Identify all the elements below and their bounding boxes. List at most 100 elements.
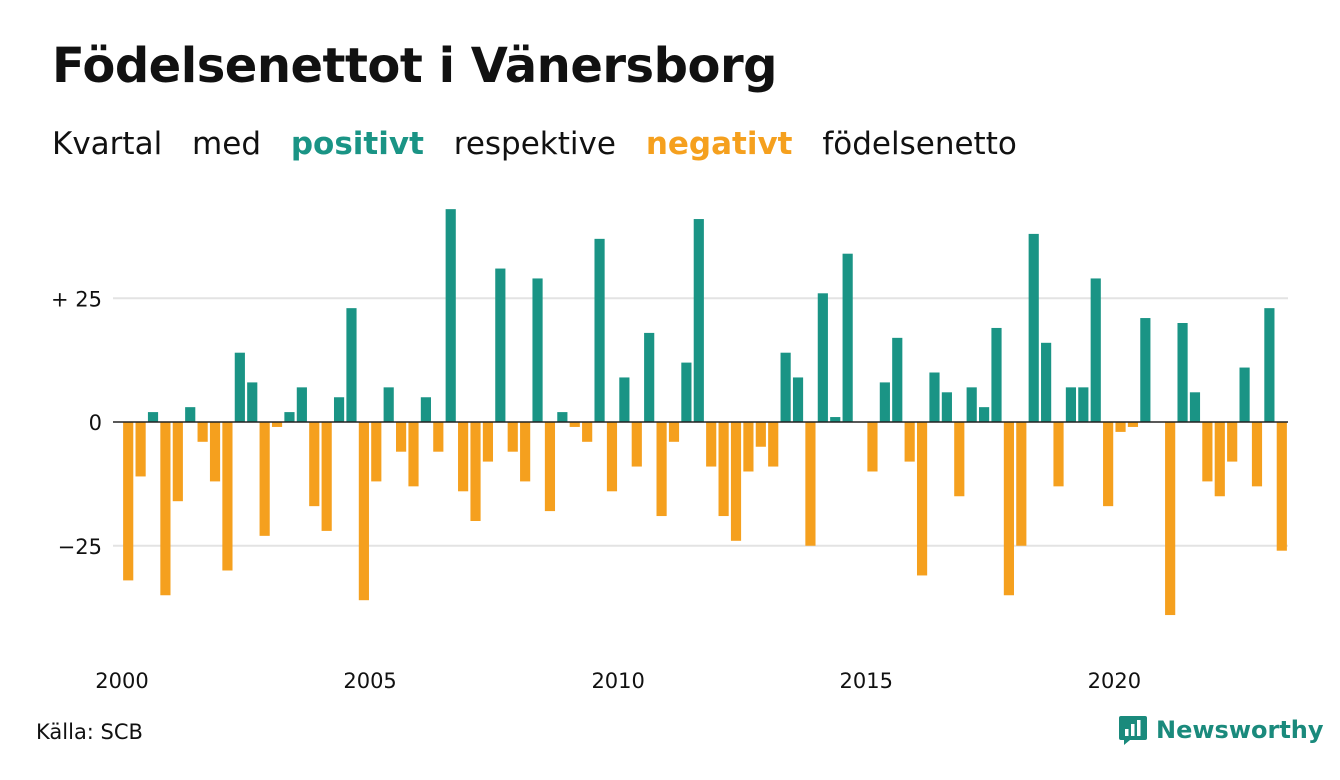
bar-positive <box>346 308 357 422</box>
bar-positive <box>1078 387 1089 422</box>
bar-negative <box>718 422 729 517</box>
bar-negative <box>582 422 593 442</box>
bar-negative <box>631 422 642 467</box>
bar-positive <box>1065 387 1077 422</box>
bar-negative <box>271 422 283 427</box>
bar-positive <box>681 362 692 422</box>
brand-name: Newsworthy <box>1156 716 1324 744</box>
bar-positive <box>792 377 804 422</box>
y-tick-label: −25 <box>58 535 102 559</box>
bar-positive <box>234 352 245 422</box>
bar-negative <box>730 422 742 541</box>
newsworthy-logo-icon <box>1119 716 1147 745</box>
x-tick-label: 2005 <box>343 669 396 693</box>
bar-positive <box>1264 308 1275 422</box>
bar-negative <box>1115 422 1126 432</box>
bar-positive <box>966 387 977 422</box>
bar-negative <box>209 422 221 482</box>
bar-positive <box>619 377 630 422</box>
bar-negative <box>172 422 183 502</box>
bar-positive <box>147 412 159 422</box>
bar-negative <box>396 422 407 452</box>
bar-negative <box>482 422 494 462</box>
bar-positive <box>1239 367 1250 422</box>
bar-positive <box>383 387 394 422</box>
bar-negative <box>507 422 518 452</box>
x-tick-label: 2020 <box>1088 669 1141 693</box>
y-tick-label: 0 <box>89 411 102 435</box>
bar-positive <box>445 209 456 422</box>
bar-negative <box>954 422 965 497</box>
bar-negative <box>569 422 580 427</box>
bar-negative <box>668 422 680 442</box>
bar-negative <box>1103 422 1114 507</box>
bar-negative <box>259 422 270 536</box>
bar-negative <box>520 422 531 482</box>
y-tick-label: + 25 <box>51 287 102 311</box>
x-tick-label: 2010 <box>591 669 644 693</box>
bar-positive <box>1090 278 1101 422</box>
bar-negative <box>135 422 146 477</box>
bar-negative <box>458 422 469 492</box>
bar-negative <box>768 422 779 467</box>
bar-negative <box>1165 422 1176 616</box>
bar-negative <box>408 422 419 487</box>
bar-positive <box>557 412 568 422</box>
bar-positive <box>693 219 704 422</box>
x-tick-label: 2015 <box>840 669 893 693</box>
bar-positive <box>830 417 841 422</box>
bar-negative <box>309 422 320 507</box>
bar-positive <box>644 332 655 422</box>
bar-negative <box>656 422 667 517</box>
bar-negative <box>358 422 369 601</box>
bar-positive <box>780 352 791 422</box>
subtitle-word-kvartal: Kvartal <box>52 126 163 162</box>
bar-negative <box>1202 422 1213 482</box>
subtitle-word-fodelsenetto: födelsenetto <box>822 126 1017 162</box>
bar-positive <box>879 382 890 422</box>
brand: Newsworthy <box>1118 714 1324 746</box>
bar-negative <box>321 422 332 531</box>
bar-positive <box>1177 323 1188 422</box>
bar-negative <box>222 422 233 571</box>
chart-subtitle: Kvartal med positivt respektive negativt… <box>52 126 1037 162</box>
source-note: Källa: SCB <box>36 720 143 744</box>
bar-positive <box>1189 392 1201 422</box>
bar-positive <box>1041 342 1052 422</box>
bar-negative <box>805 422 816 546</box>
bar-negative <box>1127 422 1139 427</box>
bar-negative <box>123 422 134 581</box>
bar-positive <box>1028 233 1039 422</box>
bar-negative <box>470 422 481 521</box>
bar-positive <box>247 382 258 422</box>
bar-negative <box>544 422 556 512</box>
bar-positive <box>296 387 307 422</box>
bar-positive <box>817 293 828 422</box>
x-tick-label: 2000 <box>95 669 148 693</box>
bar-negative <box>1227 422 1238 462</box>
bar-negative <box>160 422 171 596</box>
bar-negative <box>1053 422 1064 487</box>
bar-positive <box>991 327 1002 422</box>
bar-negative <box>1276 422 1287 551</box>
subtitle-word-respektive: respektive <box>453 126 616 162</box>
bar-negative <box>706 422 717 467</box>
bar-positive <box>929 372 940 422</box>
bar-negative <box>197 422 208 442</box>
bar-positive <box>1140 318 1151 422</box>
bar-negative <box>916 422 928 576</box>
bar-positive <box>842 253 853 422</box>
bar-positive <box>420 397 431 422</box>
subtitle-negative-label: negativt <box>645 126 793 162</box>
bar-positive <box>333 397 345 422</box>
bar-negative <box>743 422 754 472</box>
bar-negative <box>1251 422 1263 487</box>
bar-positive <box>594 238 605 422</box>
bar-positive <box>532 278 543 422</box>
bar-positive <box>495 268 506 422</box>
bar-negative <box>1016 422 1027 546</box>
bar-negative <box>433 422 444 452</box>
bar-positive <box>284 412 295 422</box>
bar-positive <box>979 407 990 422</box>
